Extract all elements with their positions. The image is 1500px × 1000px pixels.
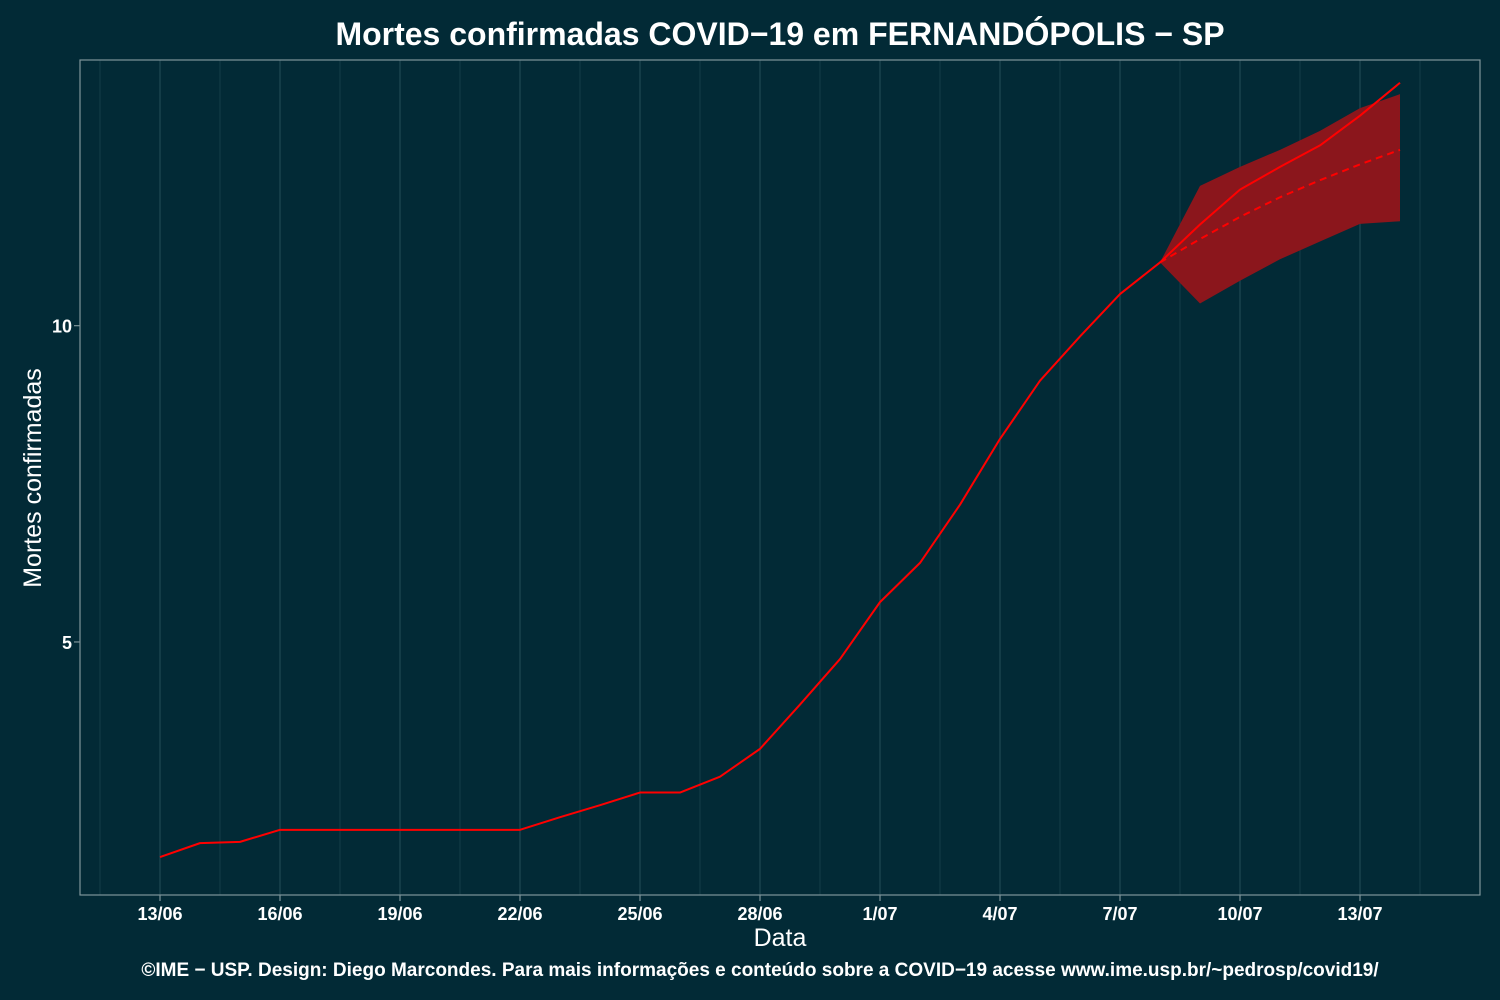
y-axis-label: Mortes confirmadas — [19, 368, 47, 588]
x-axis-ticks: 13/06 16/06 19/06 22/06 25/06 28/06 1/07 4/07 7/… — [137, 895, 1383, 924]
footer-caption: ©IME − USP. Design: Diego Marcondes. Par… — [141, 960, 1379, 981]
y-tick-label: 5 — [62, 633, 72, 653]
series-layer — [159, 82, 1401, 858]
y-tick-label: 10 — [52, 317, 72, 337]
x-tick-label: 1/07 — [862, 904, 897, 924]
x-tick-label: 19/06 — [377, 904, 422, 924]
grid-lines — [99, 60, 1421, 895]
y-axis-ticks: 5 10 — [52, 317, 80, 653]
x-tick-label: 4/07 — [982, 904, 1017, 924]
x-tick-label: 25/06 — [617, 904, 662, 924]
x-tick-label: 22/06 — [497, 904, 542, 924]
forecast-confidence-band — [1160, 94, 1400, 304]
forecast-band-layer — [1160, 94, 1400, 304]
chart-title: Mortes confirmadas COVID−19 em FERNANDÓP… — [335, 16, 1224, 52]
plot-border — [79, 59, 1481, 896]
x-tick-label: 16/06 — [257, 904, 302, 924]
x-tick-label: 10/07 — [1217, 904, 1262, 924]
x-tick-label: 28/06 — [737, 904, 782, 924]
x-tick-label: 7/07 — [1102, 904, 1137, 924]
forecast-dashed-line — [1159, 148, 1401, 264]
confirmed-deaths-line — [159, 82, 1401, 858]
x-tick-label: 13/07 — [1337, 904, 1382, 924]
x-axis-label: Data — [754, 924, 807, 952]
x-tick-label: 13/06 — [137, 904, 182, 924]
